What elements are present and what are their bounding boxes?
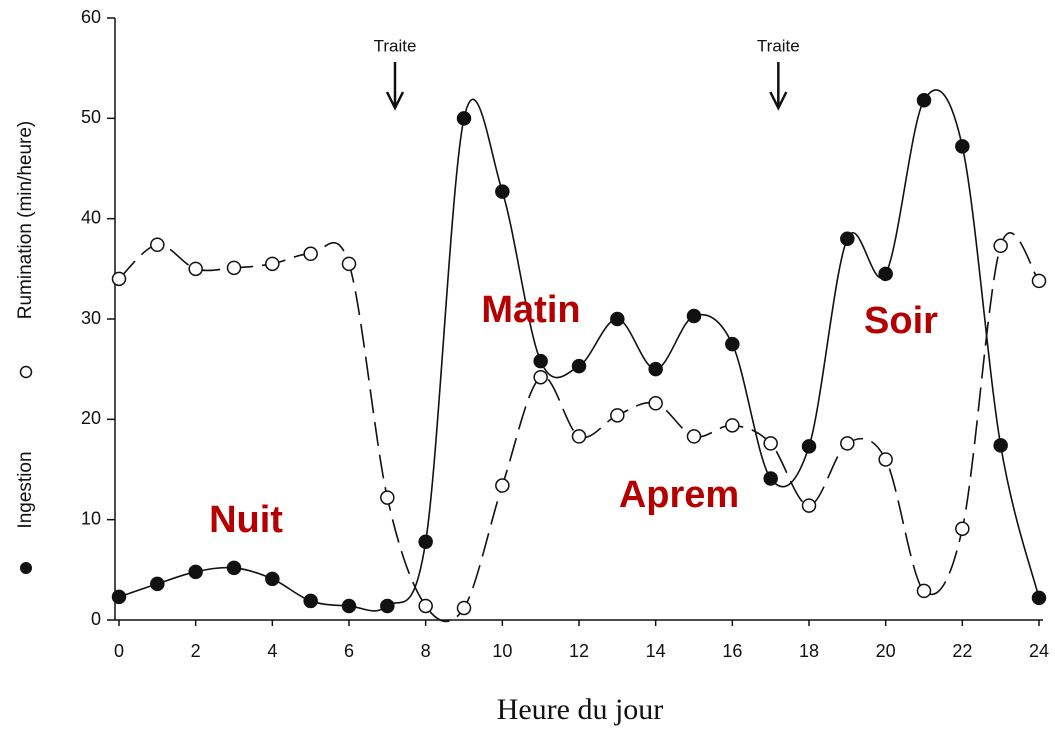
arrow <box>385 62 405 111</box>
y-tick-label: 10 <box>81 508 101 528</box>
data-point <box>955 521 970 536</box>
data-point <box>610 408 625 423</box>
data-point <box>188 564 203 580</box>
data-point <box>226 260 242 276</box>
annotation: Soir <box>864 300 938 342</box>
x-tick-label: 18 <box>799 641 819 661</box>
data-point <box>993 238 1008 254</box>
y-axis-label: Ingestion Rumination (min/heure) <box>15 121 36 574</box>
x-tick-label: 4 <box>267 641 277 661</box>
data-point <box>150 237 165 253</box>
legend-marker <box>19 365 33 379</box>
x-tick-label: 14 <box>646 641 666 661</box>
data-point <box>150 576 165 592</box>
data-point <box>725 418 740 433</box>
data-point <box>188 261 203 277</box>
x-tick-label: 6 <box>344 641 354 661</box>
data-point <box>686 429 702 444</box>
data-point <box>226 560 242 576</box>
y-tick-label: 30 <box>81 308 101 328</box>
data-point <box>265 571 280 587</box>
data-point <box>495 184 510 199</box>
data-point <box>456 111 472 126</box>
data-point <box>840 231 855 246</box>
data-point <box>648 361 663 377</box>
data-point <box>763 471 778 486</box>
data-point <box>878 266 893 282</box>
data-point <box>303 593 318 609</box>
x-tick-label: 20 <box>876 641 896 661</box>
data-point <box>1031 590 1047 606</box>
data-point <box>916 583 932 599</box>
legend-label: Ingestion <box>15 451 36 528</box>
data-point <box>955 139 970 154</box>
data-point <box>341 256 357 272</box>
legend-label: Rumination (min/heure) <box>15 121 36 320</box>
x-tick-label: 8 <box>421 641 431 661</box>
data-point <box>916 93 932 108</box>
annotation: Aprem <box>619 474 739 516</box>
data-point <box>648 396 663 411</box>
data-point <box>878 452 893 467</box>
data-point <box>801 498 817 513</box>
y-tick-label: 60 <box>81 7 101 27</box>
x-tick-label: 2 <box>191 641 201 661</box>
data-point <box>418 598 433 614</box>
data-point <box>686 308 702 324</box>
data-point <box>341 598 357 614</box>
data-point <box>1031 273 1047 289</box>
data-point <box>801 439 817 454</box>
data-point <box>495 478 510 493</box>
data-point <box>111 271 127 287</box>
x-tick-label: 22 <box>952 641 972 661</box>
data-point <box>456 600 472 616</box>
data-point <box>533 369 548 385</box>
y-tick-label: 20 <box>81 408 101 428</box>
y-tick-label: 40 <box>81 207 101 227</box>
data-point <box>840 436 855 451</box>
x-tick-label: 10 <box>492 641 512 661</box>
annotation: Matin <box>481 289 580 331</box>
y-tick-label: 50 <box>81 107 101 127</box>
data-point <box>571 429 587 444</box>
x-tick-label: 16 <box>722 641 742 661</box>
x-axis-label: Heure du jour <box>497 693 664 726</box>
x-tick-label: 12 <box>569 641 589 661</box>
data-point <box>265 256 280 272</box>
data-point <box>418 534 433 549</box>
data-point <box>303 246 318 262</box>
data-point <box>111 589 127 605</box>
data-point <box>725 336 740 352</box>
y-tick-label: 0 <box>91 609 101 629</box>
data-point <box>571 358 587 374</box>
data-point <box>610 311 625 327</box>
legend-marker <box>20 562 32 574</box>
data-point <box>380 490 395 505</box>
x-tick-label: 24 <box>1029 641 1049 661</box>
arrow-label: Traite <box>374 36 417 55</box>
arrow <box>769 62 788 111</box>
annotation: Nuit <box>209 499 283 541</box>
arrow-label: Traite <box>757 36 800 55</box>
data-point <box>993 438 1008 453</box>
data-point <box>533 353 548 369</box>
data-point <box>380 598 395 614</box>
data-point <box>763 436 778 451</box>
x-tick-label: 0 <box>114 641 124 661</box>
